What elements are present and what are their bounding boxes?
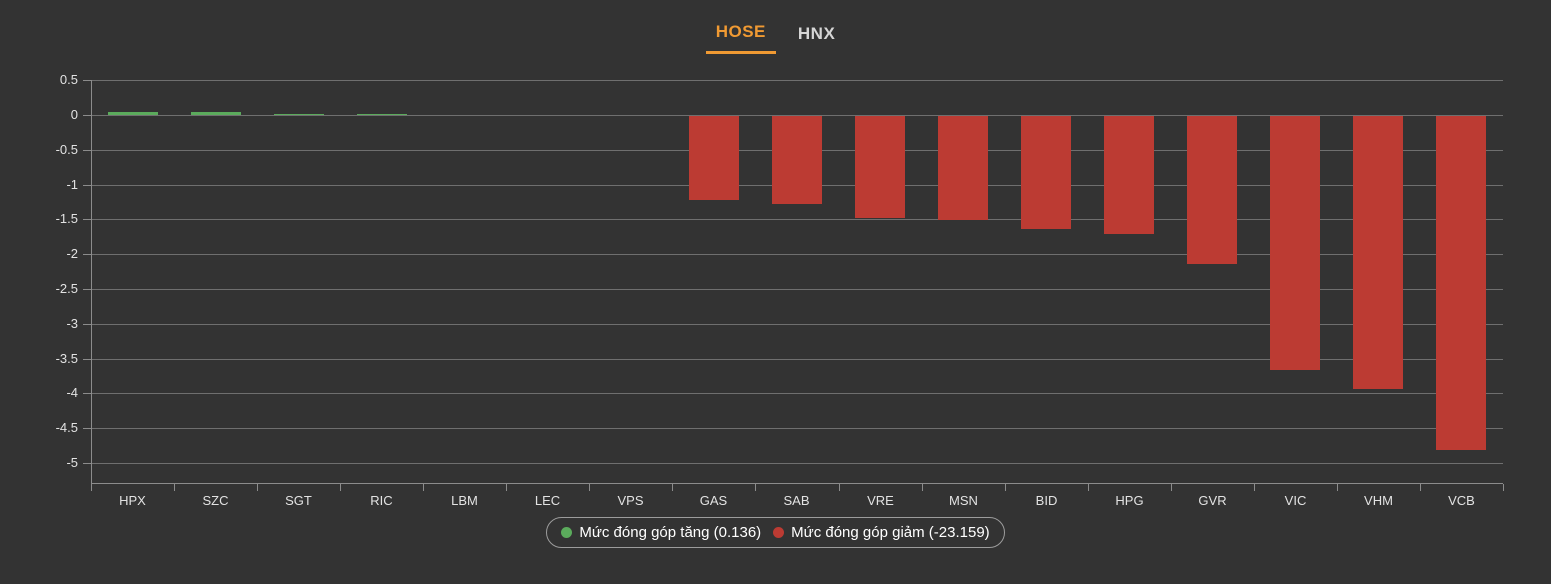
bar-sgt[interactable] xyxy=(274,113,324,115)
x-tick xyxy=(755,484,756,491)
x-axis-label: VCB xyxy=(1448,493,1475,508)
legend-item-increase[interactable]: Mức đóng góp tăng (0.136) xyxy=(561,524,761,541)
x-tick xyxy=(1171,484,1172,491)
x-axis-label: VPS xyxy=(617,493,644,508)
x-axis-label: SZC xyxy=(202,493,229,508)
y-tick xyxy=(83,185,91,186)
y-axis-label: -3.5 xyxy=(55,351,78,366)
y-tick xyxy=(83,115,91,116)
y-tick xyxy=(83,393,91,394)
gridline xyxy=(91,219,1503,220)
bar-vhm[interactable] xyxy=(1353,116,1403,389)
x-tick xyxy=(174,484,175,491)
x-axis-label: GAS xyxy=(699,493,728,508)
y-axis-label: -5 xyxy=(66,455,78,470)
x-tick xyxy=(506,484,507,491)
bar-vcb[interactable] xyxy=(1436,116,1486,451)
y-tick xyxy=(83,80,91,81)
legend-decrease-label: Mức đóng góp giảm (-23.159) xyxy=(791,524,990,541)
y-tick xyxy=(83,428,91,429)
x-axis-label: SGT xyxy=(285,493,312,508)
gridline xyxy=(91,324,1503,325)
y-axis-label: -3 xyxy=(66,316,78,331)
x-axis-label: VRE xyxy=(867,493,894,508)
y-tick xyxy=(83,463,91,464)
chart-legend: Mức đóng góp tăng (0.136) Mức đóng góp g… xyxy=(546,517,1005,548)
x-axis-label: LBM xyxy=(451,493,478,508)
x-axis-label: LEC xyxy=(534,493,561,508)
x-tick xyxy=(589,484,590,491)
x-tick xyxy=(1254,484,1255,491)
increase-dot-icon xyxy=(561,527,573,538)
y-tick xyxy=(83,254,91,255)
y-tick xyxy=(83,219,91,220)
x-tick xyxy=(672,484,673,491)
x-axis-label: HPX xyxy=(119,493,146,508)
x-tick xyxy=(1503,484,1504,491)
bar-gvr[interactable] xyxy=(1187,116,1237,265)
y-axis-label: -2.5 xyxy=(55,281,78,296)
x-axis-label: GVR xyxy=(1198,493,1227,508)
bar-bid[interactable] xyxy=(1021,116,1071,229)
y-axis-label: 0 xyxy=(70,107,78,122)
y-axis-label: -2 xyxy=(66,246,78,261)
y-axis-label: 0.5 xyxy=(59,72,78,87)
decrease-dot-icon xyxy=(773,527,785,538)
x-tick xyxy=(340,484,341,491)
legend-item-decrease[interactable]: Mức đóng góp giảm (-23.159) xyxy=(773,524,990,541)
y-tick xyxy=(83,324,91,325)
x-axis-line xyxy=(91,483,1503,484)
y-tick xyxy=(83,359,91,360)
x-axis-label: SAB xyxy=(783,493,810,508)
bar-vre[interactable] xyxy=(855,116,905,219)
x-tick xyxy=(1005,484,1006,491)
x-tick xyxy=(257,484,258,491)
bar-hpg[interactable] xyxy=(1104,116,1154,235)
x-tick xyxy=(423,484,424,491)
legend-increase-label: Mức đóng góp tăng (0.136) xyxy=(579,524,762,541)
y-axis-label: -0.5 xyxy=(55,142,78,157)
x-tick xyxy=(1088,484,1089,491)
x-tick xyxy=(1420,484,1421,491)
bar-gas[interactable] xyxy=(689,116,739,200)
bar-msn[interactable] xyxy=(938,116,988,221)
gridline xyxy=(91,289,1503,290)
y-tick xyxy=(83,289,91,290)
gridline xyxy=(91,428,1503,429)
gridline xyxy=(91,115,1503,116)
gridline xyxy=(91,463,1503,464)
x-tick xyxy=(839,484,840,491)
x-tick xyxy=(1337,484,1338,491)
x-axis-label: MSN xyxy=(949,493,978,508)
y-axis-label: -4 xyxy=(66,385,78,400)
x-axis-label: HPG xyxy=(1115,493,1144,508)
gridline xyxy=(91,393,1503,394)
exchange-tabs: HOSE HNX xyxy=(0,22,1551,54)
gridline xyxy=(91,254,1503,255)
x-axis-label: VHM xyxy=(1364,493,1393,508)
gridline xyxy=(91,359,1503,360)
bar-vic[interactable] xyxy=(1270,116,1320,371)
y-tick xyxy=(83,150,91,151)
x-axis-label: BID xyxy=(1035,493,1058,508)
tab-hose[interactable]: HOSE xyxy=(705,22,776,54)
y-axis-label: -4.5 xyxy=(55,420,78,435)
legend-container: Mức đóng góp tăng (0.136) Mức đóng góp g… xyxy=(0,517,1551,548)
gridline xyxy=(91,80,1503,81)
bar-hpx[interactable] xyxy=(108,111,158,115)
y-axis-line xyxy=(91,80,92,483)
y-axis-label: -1.5 xyxy=(55,211,78,226)
y-axis-label: -1 xyxy=(66,177,78,192)
x-tick xyxy=(922,484,923,491)
x-axis-label: VIC xyxy=(1284,493,1307,508)
bar-ric[interactable] xyxy=(357,113,407,115)
bar-szc[interactable] xyxy=(191,112,241,115)
x-tick xyxy=(91,484,92,491)
bar-sab[interactable] xyxy=(772,116,822,204)
tab-hnx[interactable]: HNX xyxy=(788,22,845,54)
x-axis-label: RIC xyxy=(370,493,393,508)
